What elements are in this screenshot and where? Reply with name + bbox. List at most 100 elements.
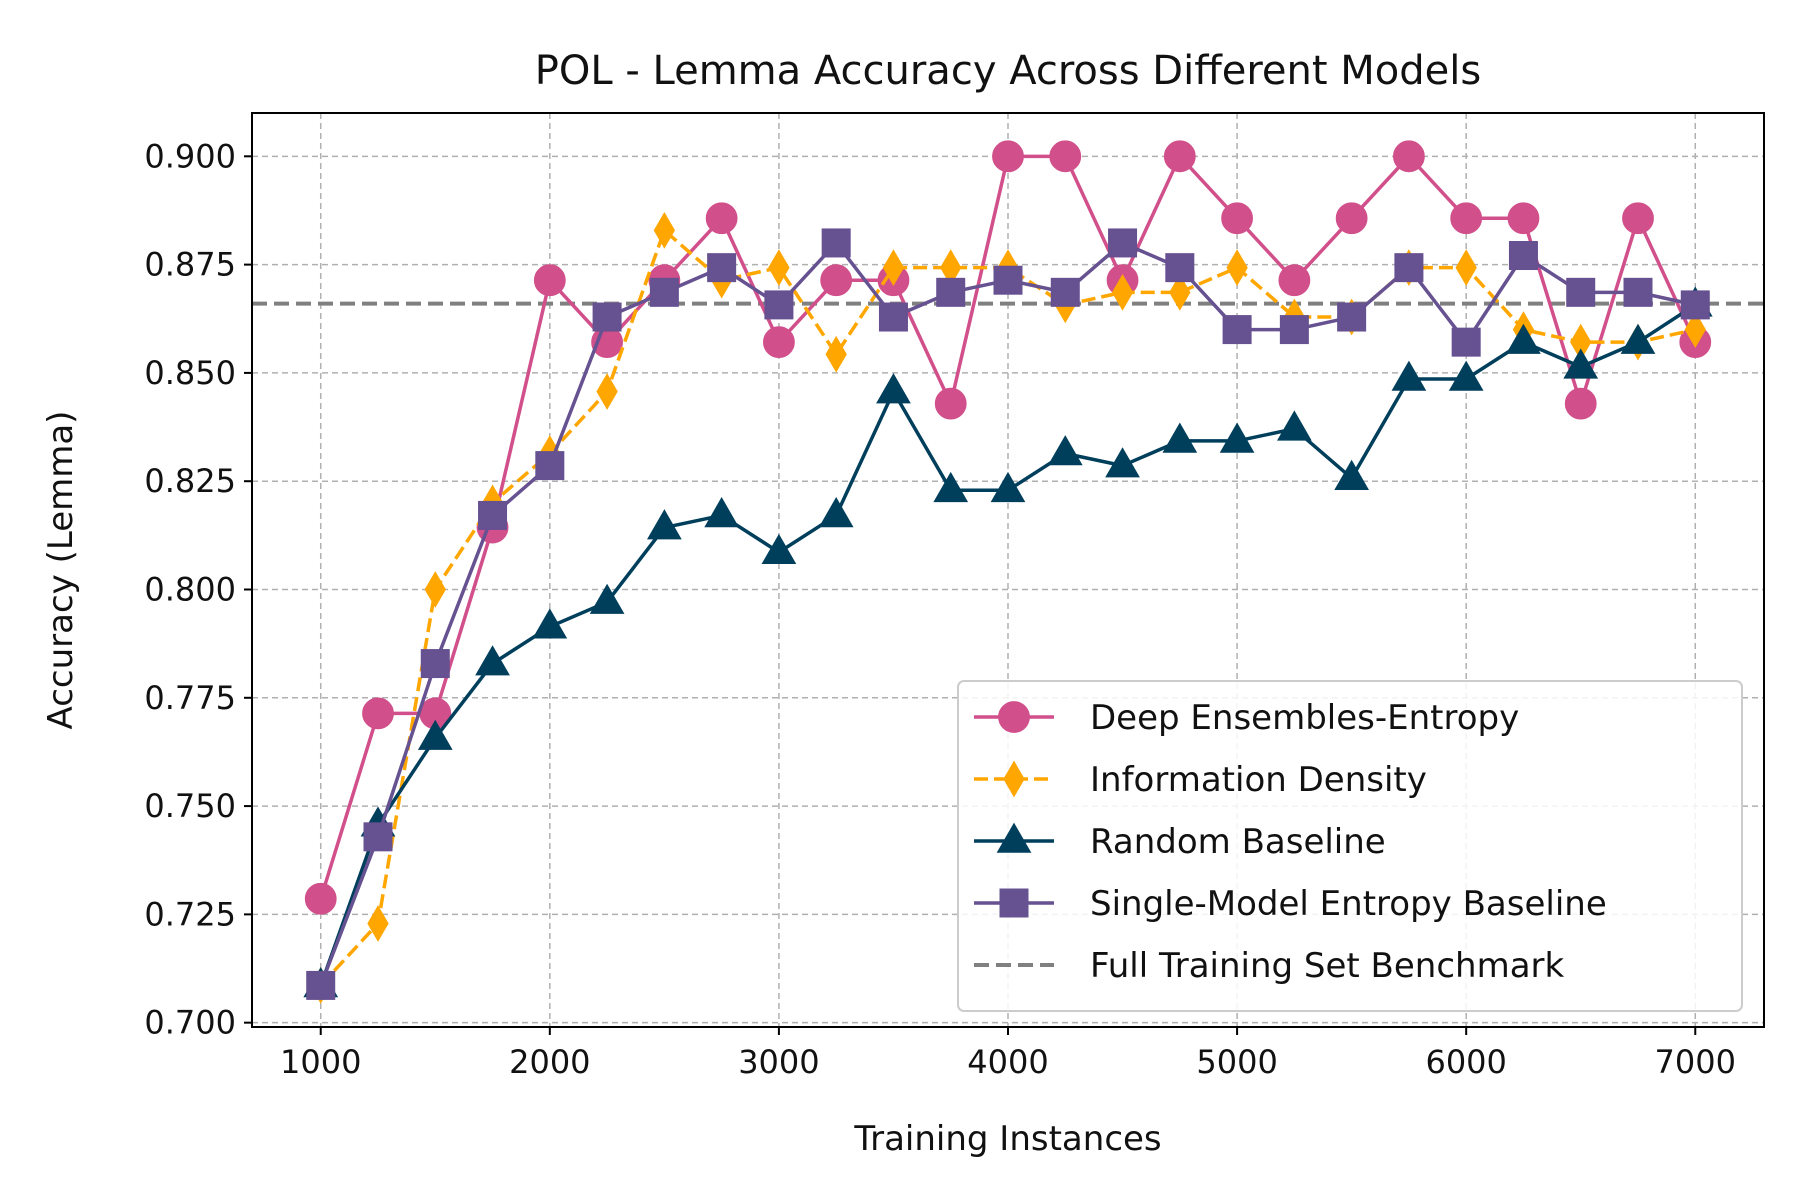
legend-item: Deep Ensembles-Entropy [974, 698, 1519, 738]
data-point [878, 302, 908, 332]
data-point [936, 277, 966, 307]
legend-marker [996, 822, 1032, 853]
y-axis-label: Accuracy (Lemma) [41, 411, 81, 730]
series-layer [303, 140, 1713, 1004]
data-point [1165, 253, 1195, 283]
data-point [1506, 323, 1541, 354]
legend-label: Full Training Set Benchmark [1090, 946, 1565, 986]
data-point [1448, 360, 1484, 391]
data-point [1162, 422, 1198, 453]
data-point [532, 608, 568, 639]
data-point [1221, 202, 1253, 235]
legend-label: Deep Ensembles-Entropy [1090, 698, 1519, 738]
data-point [825, 335, 847, 373]
data-point [1680, 290, 1710, 320]
data-point [993, 265, 1023, 295]
data-point [1222, 315, 1252, 345]
data-point [1108, 228, 1138, 258]
y-tick-label: 0.875 [144, 246, 236, 284]
x-tick-label: 1000 [280, 1043, 361, 1081]
data-point [1169, 273, 1191, 311]
legend-item: Information Density [974, 760, 1427, 800]
data-point [1564, 387, 1597, 420]
y-tick-label: 0.850 [144, 354, 236, 392]
data-point [1163, 140, 1196, 173]
data-point [533, 264, 566, 297]
data-point [821, 228, 851, 258]
x-tick-label: 7000 [1655, 1043, 1736, 1081]
data-point [475, 645, 510, 676]
data-point [592, 302, 622, 332]
legend-marker [998, 701, 1030, 733]
y-tick-label: 0.900 [144, 137, 236, 175]
data-point [876, 373, 911, 404]
data-point [1391, 360, 1427, 391]
data-point [761, 533, 797, 565]
data-point [306, 970, 336, 1000]
data-point [1279, 315, 1309, 345]
data-point [1226, 249, 1248, 286]
data-point [367, 905, 389, 942]
data-point [1684, 311, 1706, 348]
data-point [647, 509, 682, 540]
series-3 [306, 228, 1710, 1000]
data-point [363, 822, 393, 852]
data-point [705, 202, 738, 235]
data-point [992, 140, 1024, 173]
data-point [1105, 447, 1140, 478]
x-tick-label: 5000 [1196, 1043, 1277, 1081]
legend-label: Random Baseline [1090, 822, 1386, 862]
data-point [820, 264, 853, 297]
data-point [1219, 422, 1255, 453]
data-point [1394, 253, 1424, 283]
data-point [1111, 273, 1134, 311]
data-point [535, 451, 565, 481]
data-point [424, 571, 446, 608]
legend: Deep Ensembles-Entropy Information Densit… [957, 680, 1743, 1012]
data-point [1393, 140, 1425, 173]
data-point [589, 583, 625, 614]
data-point [1450, 202, 1483, 235]
x-tick-label: 3000 [738, 1043, 819, 1081]
data-point [420, 649, 450, 679]
data-point [304, 882, 337, 915]
data-point [1455, 249, 1477, 286]
data-point [478, 500, 508, 530]
x-tick-label: 4000 [967, 1043, 1048, 1081]
data-point [1050, 277, 1080, 307]
data-point [1278, 264, 1311, 297]
data-point [933, 471, 969, 503]
y-tick-label: 0.825 [144, 462, 236, 500]
data-point [1623, 277, 1653, 307]
legend-label: Single-Model Entropy Baseline [1090, 884, 1607, 924]
data-point [1047, 435, 1083, 466]
data-point [653, 212, 676, 249]
legend-label: Information Density [1090, 760, 1427, 800]
legend-item: Random Baseline [974, 822, 1386, 862]
ticks: 1000 2000 3000 4000 5000 6000 7000 0.700 0.725 0.… [144, 137, 1736, 1081]
data-point [882, 249, 905, 286]
data-point [990, 471, 1026, 503]
data-point [649, 277, 679, 307]
y-tick-label: 0.725 [144, 895, 236, 933]
data-point [1620, 323, 1656, 354]
data-point [1334, 459, 1369, 490]
x-tick-label: 6000 [1425, 1043, 1506, 1081]
chart-title: POL - Lemma Accuracy Across Different Mo… [535, 48, 1481, 94]
data-point [1337, 302, 1367, 332]
data-point [1335, 202, 1368, 235]
x-tick-label: 2000 [509, 1043, 590, 1081]
data-point [704, 497, 739, 528]
legend-item: Full Training Set Benchmark [974, 946, 1565, 986]
data-point [1566, 277, 1596, 307]
data-point [1622, 202, 1654, 235]
data-point [417, 719, 453, 750]
data-point [1277, 410, 1312, 441]
legend-item: Single-Model Entropy Baseline [974, 884, 1607, 924]
y-tick-label: 0.800 [144, 570, 236, 608]
data-point [934, 387, 967, 420]
y-tick-label: 0.775 [144, 679, 236, 717]
data-point [764, 290, 794, 320]
data-point [596, 373, 618, 410]
